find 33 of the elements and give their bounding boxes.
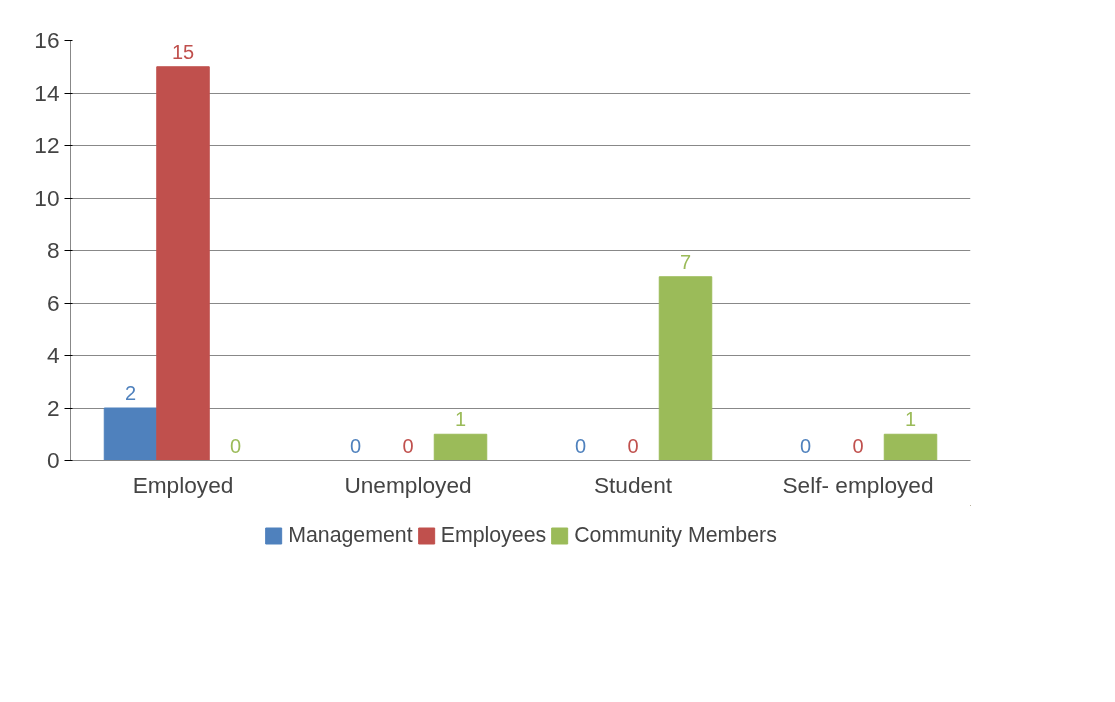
data-label: 0 bbox=[229, 434, 242, 457]
data-label: 2 bbox=[124, 382, 137, 404]
legend-label: Employees bbox=[440, 522, 547, 548]
data-label: 15 bbox=[171, 40, 195, 63]
y-tick-label: 0 bbox=[46, 447, 60, 473]
x-tick-label: Unemployed bbox=[344, 471, 472, 498]
bar bbox=[103, 407, 158, 461]
data-label: 0 bbox=[349, 434, 362, 457]
legend-label: Community Members bbox=[574, 522, 777, 548]
data-label: 1 bbox=[454, 408, 467, 431]
data-label: 0 bbox=[574, 434, 587, 457]
legend-label: Management bbox=[288, 522, 413, 548]
bar bbox=[658, 276, 713, 461]
data-label: 0 bbox=[799, 434, 812, 457]
y-tick-label: 6 bbox=[46, 289, 60, 316]
data-label: 0 bbox=[627, 434, 639, 457]
x-tick-label: Self- employed bbox=[782, 471, 934, 498]
bar bbox=[156, 66, 210, 461]
y-tick-label: 4 bbox=[46, 342, 60, 368]
y-tick-label: 16 bbox=[34, 27, 60, 53]
y-tick-label: 8 bbox=[46, 237, 60, 263]
y-tick-label: 12 bbox=[34, 132, 60, 158]
bar bbox=[433, 433, 488, 461]
data-label: 1 bbox=[904, 408, 917, 431]
x-tick-label: Student bbox=[593, 471, 673, 498]
y-tick-label: 14 bbox=[34, 79, 60, 106]
bar bbox=[883, 433, 938, 461]
data-label: 7 bbox=[679, 250, 692, 273]
data-label: 0 bbox=[402, 434, 414, 457]
y-tick-label: 10 bbox=[34, 184, 60, 211]
data-label: 0 bbox=[852, 434, 864, 457]
y-tick-label: 2 bbox=[46, 394, 60, 421]
x-tick-label: Employed bbox=[132, 471, 234, 498]
